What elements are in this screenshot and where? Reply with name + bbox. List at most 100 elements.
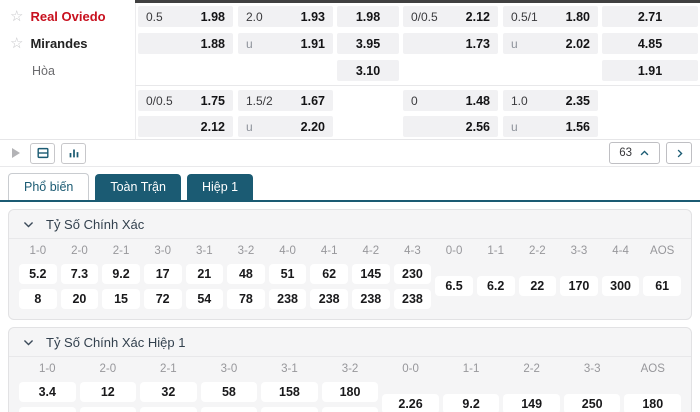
- score-odds-cell[interactable]: 238: [352, 289, 390, 309]
- score-odds-cell[interactable]: 51: [268, 264, 307, 284]
- odds-cell-ou-under[interactable]: u 1.56: [503, 116, 598, 137]
- favorite-star-icon[interactable]: ☆: [10, 35, 24, 52]
- odds-cell-1x2-home[interactable]: 2.71: [602, 6, 698, 27]
- odds-cell-hdp-home[interactable]: 0.5 1.98: [138, 6, 233, 27]
- odds-cell-1x2-away[interactable]: 3.95: [337, 33, 399, 54]
- score-odds-cell[interactable]: 230: [393, 264, 432, 284]
- odds-value: 3.95: [355, 36, 381, 51]
- odds-cell-ou-under[interactable]: u 1.91: [238, 33, 333, 54]
- play-icon[interactable]: [8, 143, 24, 163]
- odds-cell-ou-over[interactable]: 2.0 1.93: [238, 6, 333, 27]
- odds-cell-1x2-draw[interactable]: 1.91: [602, 60, 698, 81]
- score-odds-cell[interactable]: 51: [140, 407, 197, 412]
- odds-cell-1x2-draw[interactable]: 3.10: [337, 60, 399, 81]
- score-odds-cell[interactable]: 7.3: [60, 264, 99, 284]
- score-odds-cell[interactable]: 180: [321, 382, 379, 402]
- odds-value: 4.85: [637, 36, 663, 51]
- tab-pho-bien[interactable]: Phổ biến: [8, 173, 90, 200]
- score-odds-cell[interactable]: 238: [393, 289, 432, 309]
- score-odds-cell[interactable]: 300: [601, 276, 640, 296]
- market-count-collapse-button[interactable]: 63: [609, 142, 660, 164]
- odds-block-divider: [135, 85, 700, 86]
- score-odds-cell[interactable]: 2.26: [382, 394, 439, 412]
- odds-cell-hdp-away[interactable]: 1.88: [138, 33, 233, 54]
- score-label: 2-1: [112, 245, 130, 257]
- odds-value: 2.02: [565, 36, 590, 51]
- odds-cell-hdp-away[interactable]: 1.73: [403, 33, 498, 54]
- favorite-star-icon[interactable]: ☆: [10, 8, 24, 25]
- score-odds-cell[interactable]: 22: [518, 276, 557, 296]
- score-odds-cell[interactable]: 17: [143, 264, 182, 284]
- score-odds-cell[interactable]: 12: [79, 382, 137, 402]
- odds-value: 1.67: [300, 93, 325, 108]
- score-column: 1-1 6.2: [476, 244, 515, 309]
- next-button[interactable]: [666, 142, 692, 164]
- score-odds-cell[interactable]: 15: [102, 289, 140, 309]
- odds-cell-1x2-home[interactable]: 1.98: [337, 6, 399, 27]
- odds-cell-hdp-home[interactable]: 0/0.5 1.75: [138, 90, 233, 111]
- odds-cell-1x2-away[interactable]: 4.85: [602, 33, 698, 54]
- section-title: Tỷ Số Chính Xác Hiệp 1: [46, 335, 186, 350]
- rows-view-button[interactable]: [30, 142, 55, 164]
- score-odds-cell[interactable]: 78: [227, 289, 265, 309]
- score-odds-cell[interactable]: 149: [503, 394, 560, 412]
- score-label: 4-4: [612, 245, 629, 257]
- score-odds-cell[interactable]: 48: [227, 264, 265, 284]
- score-column: 3-3 170: [560, 244, 598, 309]
- score-odds-cell[interactable]: 8: [19, 289, 57, 309]
- tab-hiep-1[interactable]: Hiệp 1: [186, 174, 254, 200]
- score-label: 0-0: [402, 363, 419, 375]
- odds-line: 2.0: [246, 9, 263, 24]
- score-odds-cell[interactable]: 6.5: [435, 276, 473, 296]
- odds-cell-hdp-away[interactable]: 2.12: [138, 116, 233, 137]
- score-odds-cell[interactable]: 9.2: [102, 264, 140, 284]
- odds-value: 1.88: [200, 36, 225, 51]
- section-header[interactable]: Tỷ Số Chính Xác: [9, 210, 691, 239]
- score-odds-cell[interactable]: 250: [563, 394, 621, 412]
- score-odds-cell[interactable]: 20: [60, 289, 99, 309]
- odds-cell-ou-over[interactable]: 0.5/1 1.80: [503, 6, 598, 27]
- score-odds-cell[interactable]: 61: [643, 276, 681, 296]
- chart-view-button[interactable]: [61, 142, 86, 164]
- odds-cell-ou-under[interactable]: u 2.02: [503, 33, 598, 54]
- score-odds-cell[interactable]: 3.4: [19, 382, 76, 402]
- score-odds-cell[interactable]: 58: [200, 382, 258, 402]
- score-odds-cell[interactable]: 21: [185, 264, 224, 284]
- score-odds-cell[interactable]: 72: [143, 289, 182, 309]
- odds-cell-ou-under[interactable]: u 2.20: [238, 116, 333, 137]
- score-odds-cell[interactable]: 30: [79, 407, 137, 412]
- vertical-separator: [135, 3, 136, 139]
- score-odds-cell[interactable]: 145: [352, 264, 390, 284]
- score-odds-cell[interactable]: 238: [268, 289, 307, 309]
- odds-value: 3.10: [355, 63, 381, 78]
- score-label: 3-1: [196, 245, 213, 257]
- score-odds-cell[interactable]: 6.2: [476, 276, 515, 296]
- odds-cell-ou-over[interactable]: 1.0 2.35: [503, 90, 598, 111]
- score-odds-cell[interactable]: 180: [624, 394, 682, 412]
- score-odds-cell[interactable]: 180: [261, 407, 318, 412]
- score-odds-cell[interactable]: 5.4: [19, 407, 76, 412]
- score-odds-cell[interactable]: 158: [261, 382, 318, 402]
- odds-cell-hdp-home[interactable]: 0/0.5 2.12: [403, 6, 498, 27]
- score-odds-cell[interactable]: 54: [185, 289, 224, 309]
- score-column: 2-0 12 30: [79, 362, 137, 412]
- odds-cell-ou-over[interactable]: 1.5/2 1.67: [238, 90, 333, 111]
- score-column: 2-0 7.3 20: [60, 244, 99, 309]
- odds-value: 2.71: [637, 9, 663, 24]
- score-column: 2-2 149: [503, 362, 560, 412]
- score-odds-cell[interactable]: 180: [200, 407, 258, 412]
- odds-line: 1.5/2: [246, 93, 273, 108]
- score-odds-cell[interactable]: 170: [560, 276, 598, 296]
- tab-toan-tran[interactable]: Toàn Trận: [95, 174, 181, 200]
- score-odds-cell[interactable]: 180: [321, 407, 379, 412]
- score-odds-cell[interactable]: 238: [310, 289, 348, 309]
- score-odds-cell[interactable]: 32: [140, 382, 197, 402]
- odds-cell-hdp-home[interactable]: 0 1.48: [403, 90, 498, 111]
- score-odds-cell[interactable]: 62: [310, 264, 348, 284]
- odds-cell-hdp-away[interactable]: 2.56: [403, 116, 498, 137]
- section-header[interactable]: Tỷ Số Chính Xác Hiệp 1: [9, 328, 691, 357]
- score-odds-cell[interactable]: 9.2: [442, 394, 500, 412]
- correct-score-section: Tỷ Số Chính Xác 1-0 5.2 8 2-0 7.3 20 2-1 9.2 15 3…: [8, 209, 692, 320]
- score-odds-cell[interactable]: 5.2: [19, 264, 57, 284]
- score-column: 3-1 21 54: [185, 244, 224, 309]
